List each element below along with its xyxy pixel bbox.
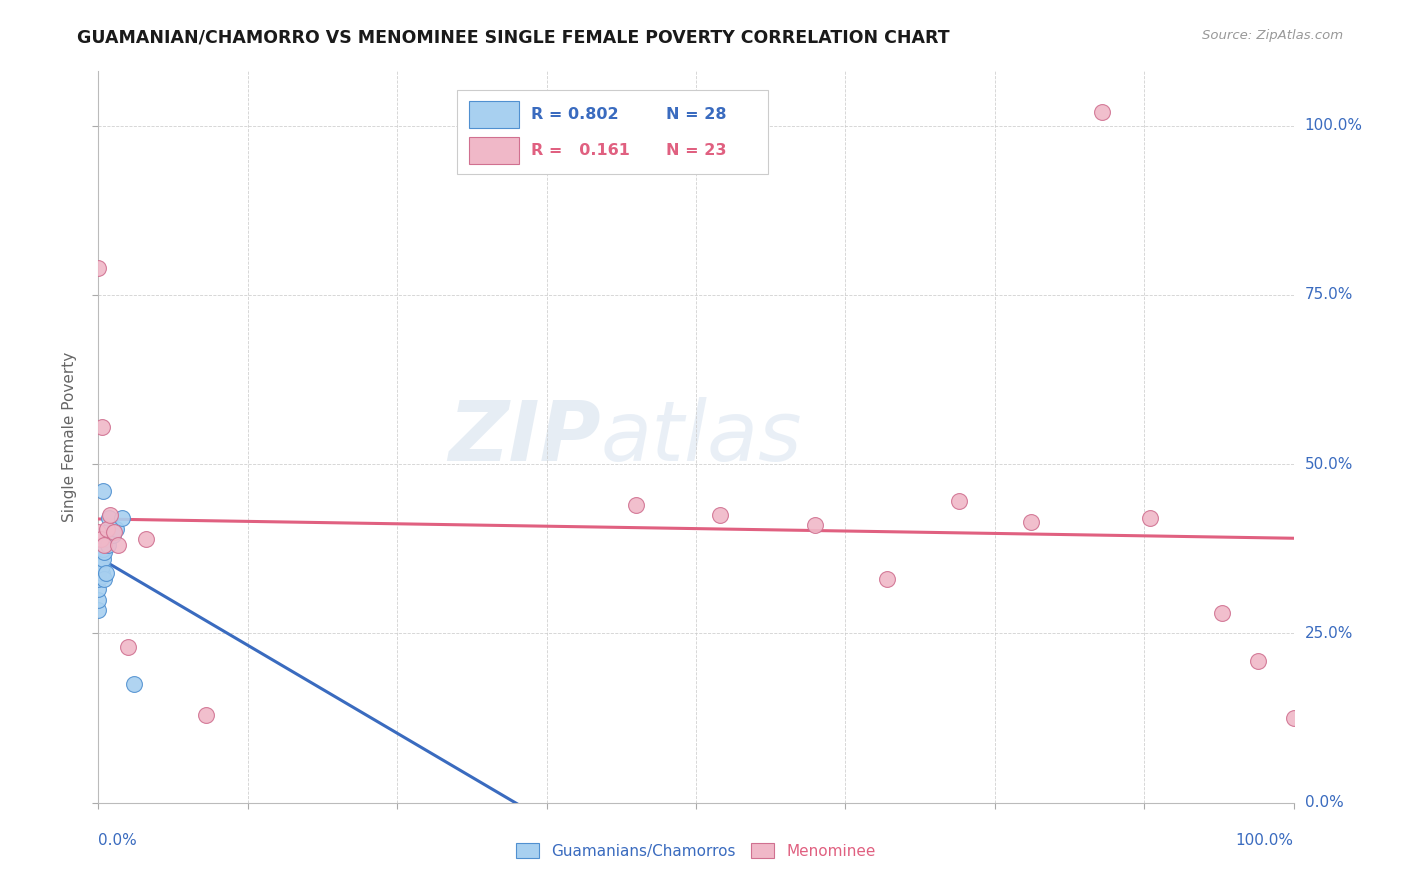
Point: [1247, 654, 1270, 668]
Point: [107, 538, 129, 552]
Point: [87, 566, 110, 580]
Point: [91, 566, 114, 580]
Point: [1211, 606, 1233, 620]
Point: [1139, 511, 1161, 525]
Text: 0.0%: 0.0%: [1305, 796, 1343, 810]
Point: [91, 535, 114, 549]
Text: N = 23: N = 23: [666, 143, 727, 158]
Text: atlas: atlas: [600, 397, 801, 477]
Point: [101, 528, 124, 542]
Point: [87, 562, 110, 576]
Point: [87, 572, 110, 586]
Point: [91, 484, 114, 499]
Point: [87, 592, 110, 607]
Point: [87, 582, 110, 597]
Point: [98, 508, 122, 522]
Text: R = 0.802: R = 0.802: [531, 107, 619, 122]
Point: [948, 494, 970, 508]
Point: [93, 572, 115, 586]
Point: [91, 420, 114, 434]
Point: [1091, 105, 1114, 120]
Text: 100.0%: 100.0%: [1236, 833, 1294, 848]
Point: [91, 552, 114, 566]
Point: [91, 569, 114, 583]
Point: [96, 521, 118, 535]
Point: [876, 572, 898, 586]
Point: [117, 640, 139, 654]
Point: [96, 524, 118, 539]
Point: [195, 707, 218, 722]
Point: [98, 511, 121, 525]
Point: [91, 541, 114, 556]
Point: [1019, 515, 1042, 529]
Point: [94, 532, 117, 546]
Text: R =   0.161: R = 0.161: [531, 143, 630, 158]
Point: [87, 555, 110, 569]
Legend: Guamanians/Chamorros, Menominee: Guamanians/Chamorros, Menominee: [510, 837, 882, 864]
Point: [105, 521, 128, 535]
Point: [91, 558, 114, 573]
Point: [87, 524, 110, 539]
FancyBboxPatch shape: [457, 90, 768, 174]
Point: [93, 545, 115, 559]
Point: [94, 566, 117, 580]
Point: [87, 260, 110, 275]
Point: [135, 532, 157, 546]
Point: [804, 518, 827, 533]
Text: GUAMANIAN/CHAMORRO VS MENOMINEE SINGLE FEMALE POVERTY CORRELATION CHART: GUAMANIAN/CHAMORRO VS MENOMINEE SINGLE F…: [77, 29, 950, 46]
Point: [97, 538, 120, 552]
Point: [111, 511, 134, 525]
Text: 75.0%: 75.0%: [1305, 287, 1353, 302]
Point: [103, 524, 125, 539]
Text: N = 28: N = 28: [666, 107, 727, 122]
FancyBboxPatch shape: [470, 101, 519, 128]
Point: [87, 552, 110, 566]
Point: [626, 498, 648, 512]
Text: 100.0%: 100.0%: [1305, 118, 1362, 133]
Point: [90, 532, 112, 546]
Point: [709, 508, 731, 522]
Point: [87, 603, 110, 617]
Text: 0.0%: 0.0%: [98, 833, 138, 848]
Text: 50.0%: 50.0%: [1305, 457, 1353, 472]
Point: [91, 528, 114, 542]
FancyBboxPatch shape: [470, 137, 519, 164]
Y-axis label: Single Female Poverty: Single Female Poverty: [62, 352, 77, 522]
Point: [124, 677, 146, 691]
Text: 25.0%: 25.0%: [1305, 626, 1353, 641]
Text: Source: ZipAtlas.com: Source: ZipAtlas.com: [1202, 29, 1343, 42]
Point: [87, 569, 110, 583]
Text: ZIP: ZIP: [447, 397, 600, 477]
Point: [1282, 711, 1305, 725]
Point: [93, 538, 115, 552]
